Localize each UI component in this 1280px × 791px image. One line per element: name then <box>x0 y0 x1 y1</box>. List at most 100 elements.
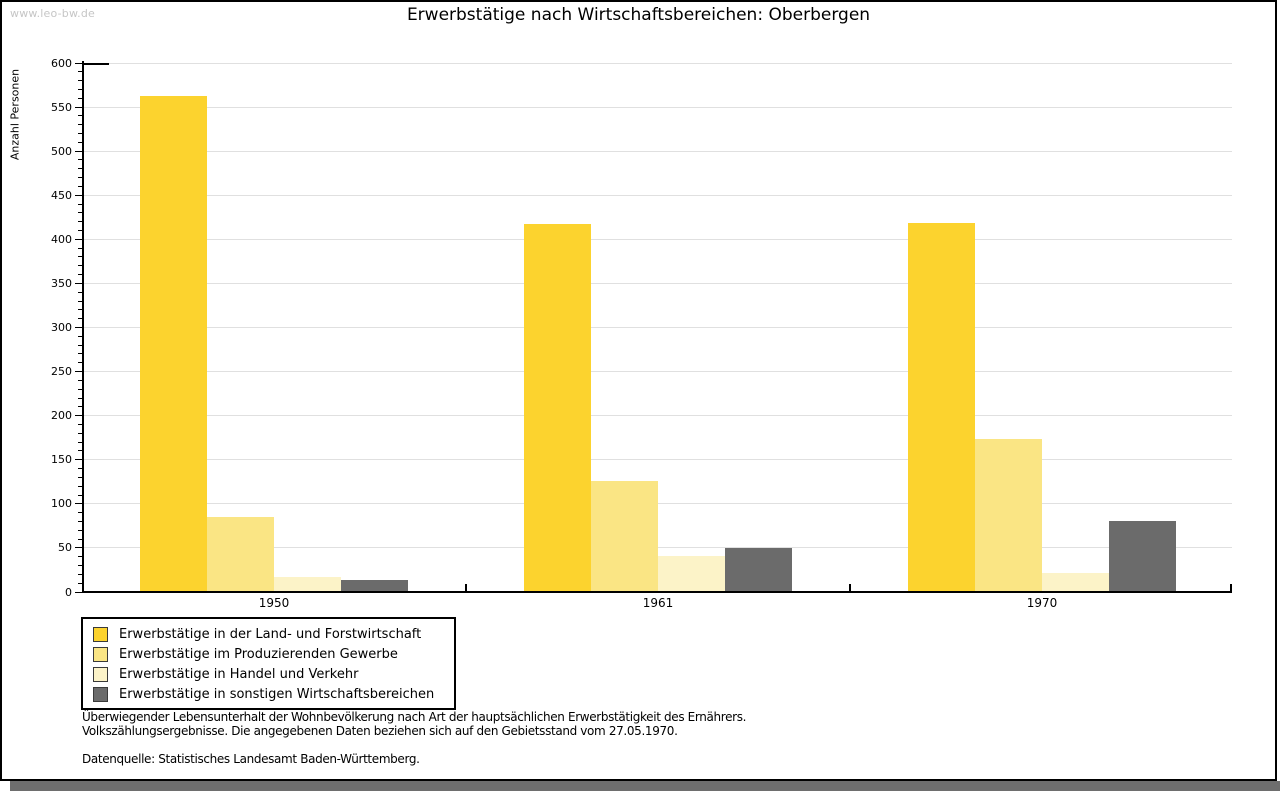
y-minor-tick-540 <box>78 115 82 117</box>
bar-1970-series3 <box>1042 572 1109 592</box>
y-minor-tick-330 <box>78 300 82 302</box>
y-minor-tick-520 <box>78 133 82 135</box>
bar-1970-series2 <box>975 438 1042 592</box>
y-minor-tick-410 <box>78 230 82 232</box>
gridline-300 <box>84 327 1232 328</box>
gridline-100 <box>84 503 1232 505</box>
y-minor-tick-160 <box>78 450 82 452</box>
x-boundary-tick-1 <box>465 584 467 591</box>
y-tick-250 <box>75 371 82 373</box>
y-minor-tick-310 <box>78 318 82 320</box>
y-minor-tick-180 <box>78 432 82 434</box>
legend-swatch-4 <box>93 686 108 702</box>
y-tick-0 <box>75 591 82 593</box>
y-minor-tick-130 <box>78 476 82 478</box>
legend-swatch-2 <box>93 646 108 662</box>
bar-1950-series4 <box>341 579 408 592</box>
y-tick-label-400: 400 <box>51 232 72 246</box>
y-minor-tick-40 <box>78 556 82 558</box>
y-axis-end-cap <box>82 63 109 65</box>
y-tick-300 <box>75 327 82 328</box>
y-minor-tick-80 <box>78 520 82 522</box>
y-minor-tick-460 <box>78 185 82 187</box>
legend-item-2: Erwerbstätige im Produzierenden Gewerbe <box>83 644 454 664</box>
y-minor-tick-140 <box>78 468 82 470</box>
gridline-500 <box>84 150 1232 152</box>
y-minor-tick-380 <box>78 256 82 258</box>
y-tick-label-50: 50 <box>58 541 72 555</box>
bar-1961-series1 <box>524 224 591 592</box>
source-note: Datenquelle: Statistisches Landesamt Bad… <box>82 752 420 766</box>
y-tick-50 <box>75 547 82 549</box>
y-minor-tick-360 <box>78 274 82 276</box>
y-minor-tick-320 <box>78 309 82 311</box>
y-minor-tick-570 <box>78 88 82 90</box>
legend: Erwerbstätige in der Land- und Forstwirt… <box>81 617 456 710</box>
y-minor-tick-370 <box>78 265 82 267</box>
y-tick-label-500: 500 <box>51 144 72 158</box>
bar-1961-series4 <box>725 547 792 592</box>
y-minor-tick-260 <box>78 362 82 364</box>
y-minor-tick-270 <box>78 353 82 355</box>
y-minor-tick-390 <box>78 247 82 249</box>
legend-swatch-3 <box>93 666 108 682</box>
gridline-350 <box>84 282 1232 284</box>
y-minor-tick-30 <box>78 565 82 567</box>
bar-1961-series2 <box>591 480 658 592</box>
gridline-250 <box>84 371 1232 373</box>
x-axis-line <box>82 591 1232 593</box>
y-tick-label-200: 200 <box>51 409 72 423</box>
x-boundary-tick-2 <box>849 584 851 591</box>
y-tick-label-300: 300 <box>51 321 72 334</box>
gridline-150 <box>84 459 1232 461</box>
y-minor-tick-420 <box>78 221 82 223</box>
y-tick-400 <box>75 238 82 240</box>
y-minor-tick-470 <box>78 177 82 179</box>
frame-shadow <box>10 781 1280 791</box>
y-tick-label-0: 0 <box>65 585 72 599</box>
y-axis-title: Anzahl Personen <box>8 68 22 161</box>
legend-item-3: Erwerbstätige in Handel und Verkehr <box>83 664 454 684</box>
bar-1970-series4 <box>1109 521 1176 592</box>
y-tick-600 <box>75 62 82 64</box>
y-minor-tick-590 <box>78 71 82 73</box>
y-tick-150 <box>75 459 82 461</box>
legend-item-1: Erwerbstätige in der Land- und Forstwirt… <box>83 624 454 644</box>
plot-area <box>84 62 1232 592</box>
y-tick-100 <box>75 503 82 505</box>
y-tick-label-100: 100 <box>51 497 72 511</box>
legend-swatch-1 <box>93 626 108 642</box>
y-minor-tick-290 <box>78 335 82 337</box>
category-label-1961: 1961 <box>642 596 674 610</box>
y-tick-label-600: 600 <box>51 56 72 70</box>
y-minor-tick-510 <box>78 141 82 143</box>
bar-1950-series2 <box>207 517 274 592</box>
y-minor-tick-230 <box>78 388 82 390</box>
y-minor-tick-430 <box>78 212 82 214</box>
legend-label-3: Erwerbstätige in Handel und Verkehr <box>119 666 359 682</box>
bar-1950-series3 <box>274 577 341 592</box>
y-minor-tick-530 <box>78 124 82 126</box>
watermark: www.leo-bw.de <box>10 7 96 20</box>
y-minor-tick-110 <box>78 494 82 496</box>
y-minor-tick-220 <box>78 397 82 399</box>
gridline-400 <box>84 238 1232 240</box>
footnote-line1: Überwiegender Lebensunterhalt der Wohnbe… <box>82 710 747 724</box>
y-minor-tick-210 <box>78 406 82 408</box>
y-minor-tick-340 <box>78 291 82 293</box>
x-axis-end-tick <box>1230 584 1232 591</box>
legend-label-1: Erwerbstätige in der Land- und Forstwirt… <box>119 626 422 642</box>
gridline-200 <box>84 415 1232 417</box>
y-axis-line <box>82 61 84 593</box>
legend-label-2: Erwerbstätige im Produzierenden Gewerbe <box>119 646 398 662</box>
y-minor-tick-560 <box>78 97 82 99</box>
chart-title: Erwerbstätige nach Wirtschaftsbereichen:… <box>406 5 871 25</box>
y-minor-tick-280 <box>78 344 82 346</box>
y-tick-200 <box>75 415 82 417</box>
gridline-600 <box>84 62 1232 64</box>
category-label-1970: 1970 <box>1026 596 1058 610</box>
gridline-450 <box>84 194 1232 196</box>
category-label-1950: 1950 <box>258 596 290 610</box>
y-tick-450 <box>75 194 82 196</box>
